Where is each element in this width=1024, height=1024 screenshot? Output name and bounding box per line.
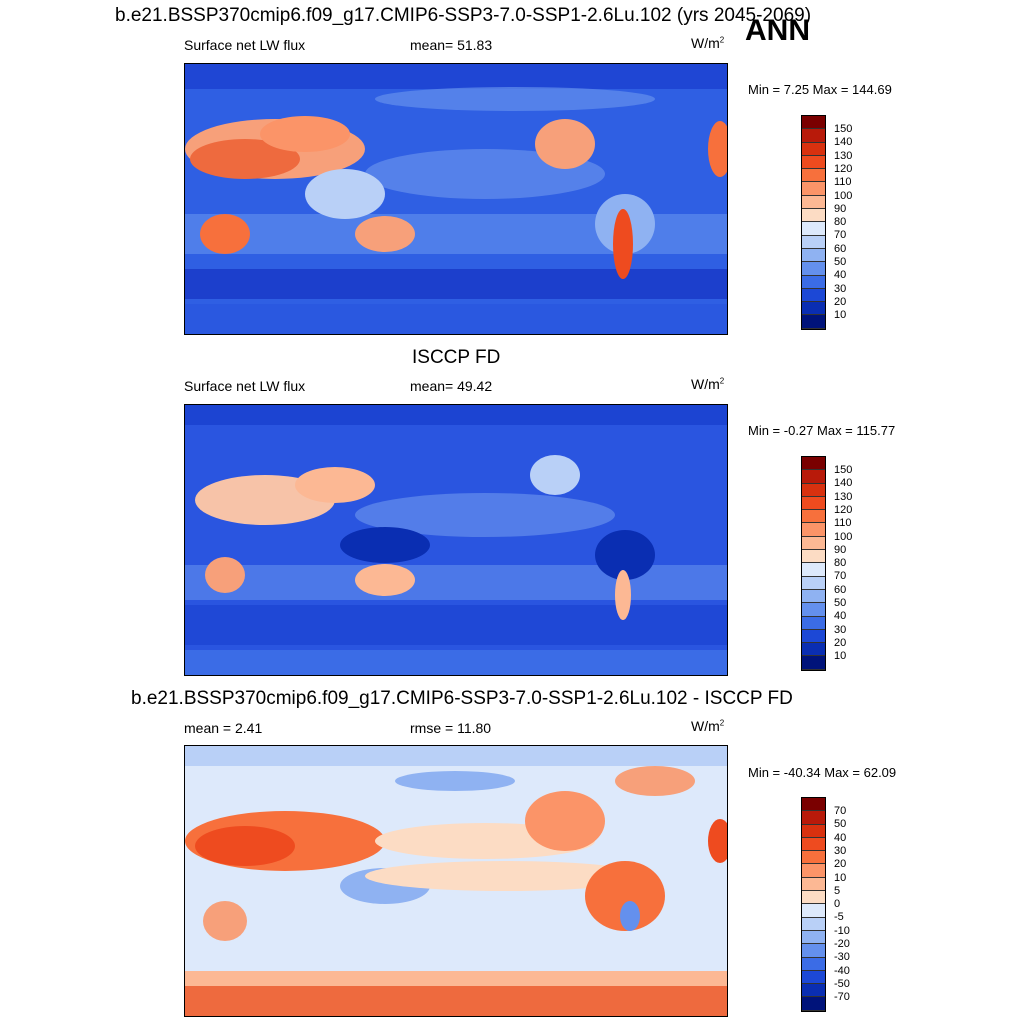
colorbar-tick-label: 30 bbox=[834, 282, 847, 295]
figure-title: b.e21.BSSP370cmip6.f09_g17.CMIP6-SSP3-7.… bbox=[115, 5, 812, 26]
panel3-units: W/m2 bbox=[691, 718, 725, 734]
colorbar-tick-label: 20 bbox=[834, 858, 847, 871]
season-label: ANN bbox=[745, 14, 810, 47]
colorbar-tick-label: 150 bbox=[834, 123, 853, 135]
colorbar-tick-label: 0 bbox=[834, 898, 841, 911]
colorbar-tick-label: 60 bbox=[834, 242, 847, 255]
panel3-map bbox=[184, 745, 728, 1017]
colorbar-tick-label: 140 bbox=[834, 477, 853, 490]
panel2-mean-label: mean= 49.42 bbox=[410, 378, 493, 394]
colorbar-tick-label: 5 bbox=[834, 884, 841, 897]
panel2-units: W/m2 bbox=[691, 376, 725, 392]
colorbar-tick-label: 120 bbox=[834, 503, 853, 516]
colorbar-tick-label: 50 bbox=[834, 818, 847, 831]
colorbar-tick-label: 70 bbox=[834, 570, 847, 583]
colorbar-tick-label: 40 bbox=[834, 610, 847, 623]
colorbar-tick-label: 50 bbox=[834, 256, 847, 268]
colorbar-tick-label: 20 bbox=[834, 295, 847, 308]
colorbar-tick-label: 70 bbox=[834, 229, 847, 242]
colorbar-tick-label: 100 bbox=[834, 530, 853, 543]
colorbar-tick-label: 10 bbox=[834, 309, 847, 322]
colorbar-tick-label: 30 bbox=[834, 844, 847, 857]
colorbar-tick-label: -10 bbox=[834, 924, 850, 937]
panel3-mean-label: mean = 2.41 bbox=[184, 720, 263, 736]
panel2-map bbox=[184, 404, 728, 676]
panel1-colorbar bbox=[801, 115, 826, 330]
colorbar-tick-label: 50 bbox=[834, 597, 847, 609]
colorbar-tick-label: 100 bbox=[834, 189, 853, 202]
colorbar-tick-label: 40 bbox=[834, 269, 847, 282]
panel2-colorbar bbox=[801, 456, 826, 671]
colorbar-tick-label: 140 bbox=[834, 136, 853, 149]
colorbar-tick-label: -20 bbox=[834, 938, 850, 950]
colorbar-tick-label: 20 bbox=[834, 636, 847, 649]
panel3-colorbar bbox=[801, 797, 826, 1012]
colorbar-tick-label: 130 bbox=[834, 149, 853, 162]
colorbar-tick-label: 40 bbox=[834, 831, 847, 844]
colorbar-tick-label: 30 bbox=[834, 623, 847, 636]
panel3-title: b.e21.BSSP370cmip6.f09_g17.CMIP6-SSP3-7.… bbox=[131, 688, 793, 709]
colorbar-tick-label: 60 bbox=[834, 583, 847, 596]
panel2-minmax: Min = -0.27 Max = 115.77 bbox=[748, 423, 896, 438]
panel3-rmse-label: rmse = 11.80 bbox=[410, 720, 492, 736]
panel2-title: ISCCP FD bbox=[412, 347, 501, 368]
panel1-mean-label: mean= 51.83 bbox=[410, 37, 493, 53]
colorbar-tick-label: 120 bbox=[834, 162, 853, 175]
panel1-minmax: Min = 7.25 Max = 144.69 bbox=[748, 82, 892, 97]
colorbar-tick-label: 90 bbox=[834, 543, 847, 556]
panel3-minmax: Min = -40.34 Max = 62.09 bbox=[748, 765, 897, 780]
colorbar-tick-label: 150 bbox=[834, 464, 853, 476]
colorbar-tick-label: 110 bbox=[834, 517, 852, 530]
panel2-variable-label: Surface net LW flux bbox=[184, 378, 306, 394]
colorbar-tick-label: -40 bbox=[834, 964, 850, 977]
colorbar-tick-label: 10 bbox=[834, 871, 847, 884]
colorbar-tick-label: 80 bbox=[834, 216, 847, 229]
colorbar-tick-label: -30 bbox=[834, 951, 850, 964]
colorbar-tick-label: -70 bbox=[834, 991, 850, 1004]
panel1-variable-label: Surface net LW flux bbox=[184, 37, 306, 53]
colorbar-tick-label: -50 bbox=[834, 977, 850, 990]
colorbar-tick-label: 90 bbox=[834, 202, 847, 215]
colorbar-tick-label: 110 bbox=[834, 176, 852, 189]
panel1-map bbox=[184, 63, 728, 335]
colorbar-tick-label: 70 bbox=[834, 805, 847, 817]
colorbar-tick-label: 130 bbox=[834, 490, 853, 503]
colorbar-tick-label: 80 bbox=[834, 557, 847, 570]
panel1-units: W/m2 bbox=[691, 35, 725, 51]
colorbar-tick-label: -5 bbox=[834, 911, 844, 924]
colorbar-tick-label: 10 bbox=[834, 650, 847, 663]
